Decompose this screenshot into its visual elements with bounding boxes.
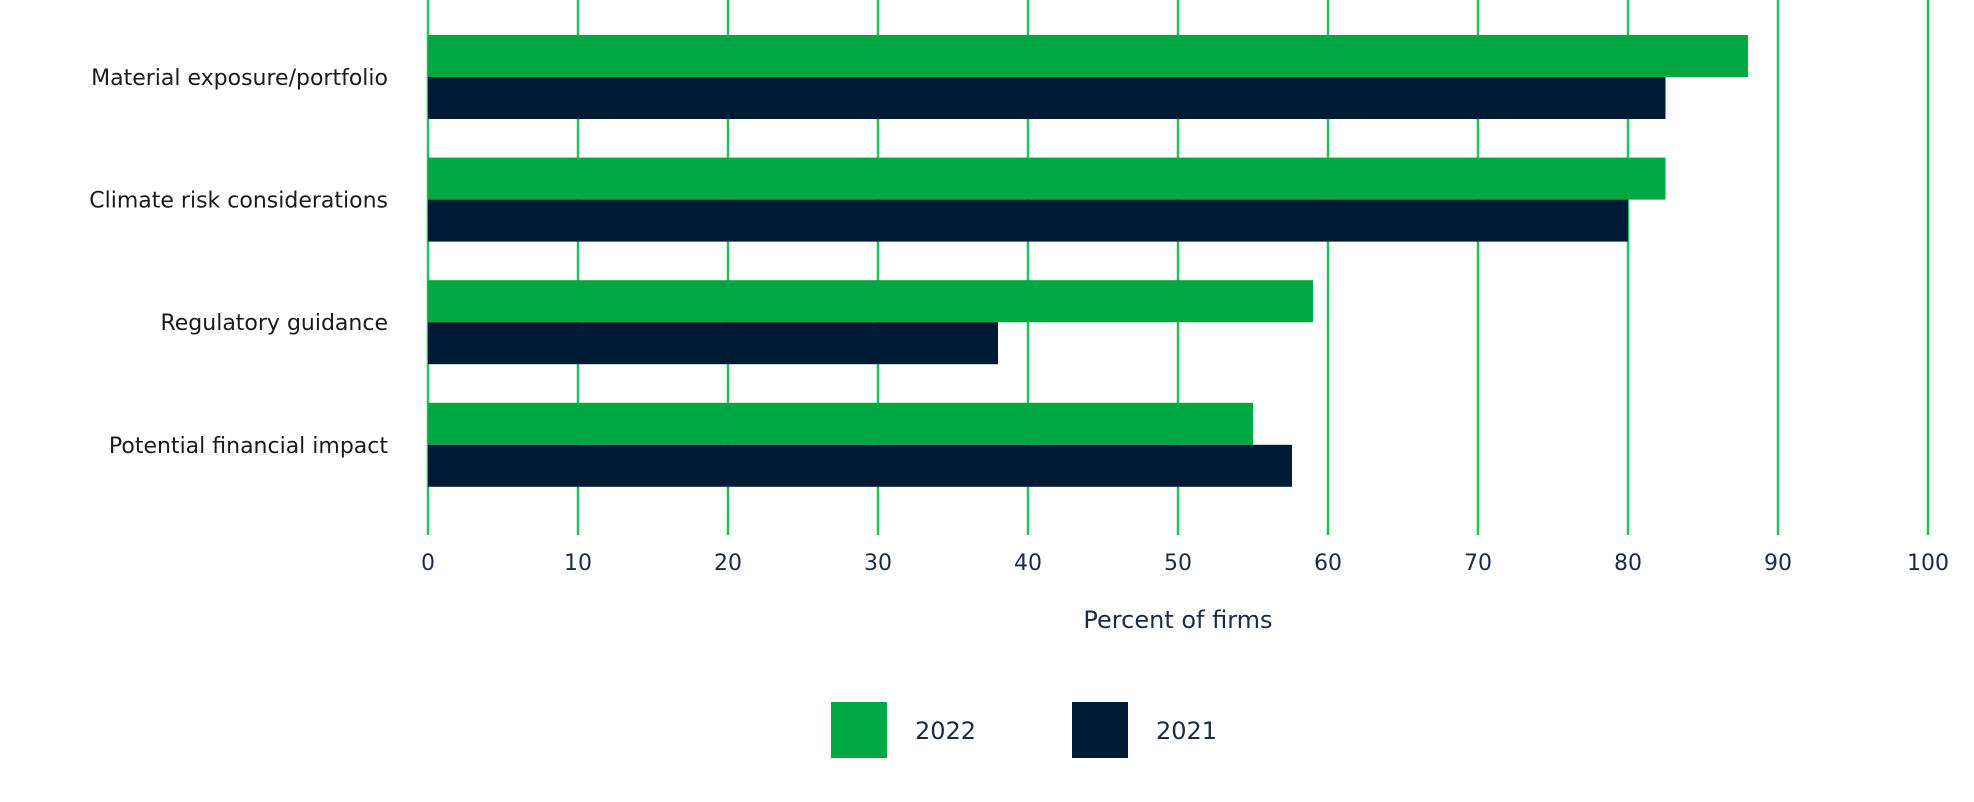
- x-tick-label: 100: [1907, 551, 1949, 576]
- x-tick-label: 0: [421, 551, 435, 576]
- bar-2021-0: [428, 77, 1666, 119]
- bar-2021-2: [428, 322, 998, 365]
- x-tick-label: 40: [1014, 551, 1042, 576]
- category-label: Material exposure/portfolio: [91, 66, 388, 91]
- bar-2022-0: [428, 35, 1748, 77]
- bar-2021-1: [428, 199, 1628, 242]
- bar-2021-3: [428, 444, 1292, 487]
- bar-2022-2: [428, 280, 1313, 323]
- legend-label: 2022: [915, 717, 976, 745]
- x-axis-title: Percent of firms: [1083, 606, 1272, 634]
- category-label: Potential financial impact: [109, 434, 388, 459]
- x-tick-label: 70: [1464, 551, 1492, 576]
- legend-swatch-2022: [831, 702, 887, 758]
- legend-swatch-2021: [1072, 702, 1128, 758]
- x-tick-label: 80: [1614, 551, 1642, 576]
- x-tick-label: 60: [1314, 551, 1342, 576]
- x-tick-label: 20: [714, 551, 742, 576]
- bar-2022-1: [428, 157, 1666, 200]
- legend-label: 2021: [1156, 717, 1217, 745]
- x-tick-label: 10: [564, 551, 592, 576]
- x-tick-label: 30: [864, 551, 892, 576]
- category-label: Climate risk considerations: [89, 189, 388, 214]
- x-tick-label: 90: [1764, 551, 1792, 576]
- bar-2022-3: [428, 402, 1253, 445]
- category-label: Regulatory guidance: [160, 311, 388, 336]
- x-tick-label: 50: [1164, 551, 1192, 576]
